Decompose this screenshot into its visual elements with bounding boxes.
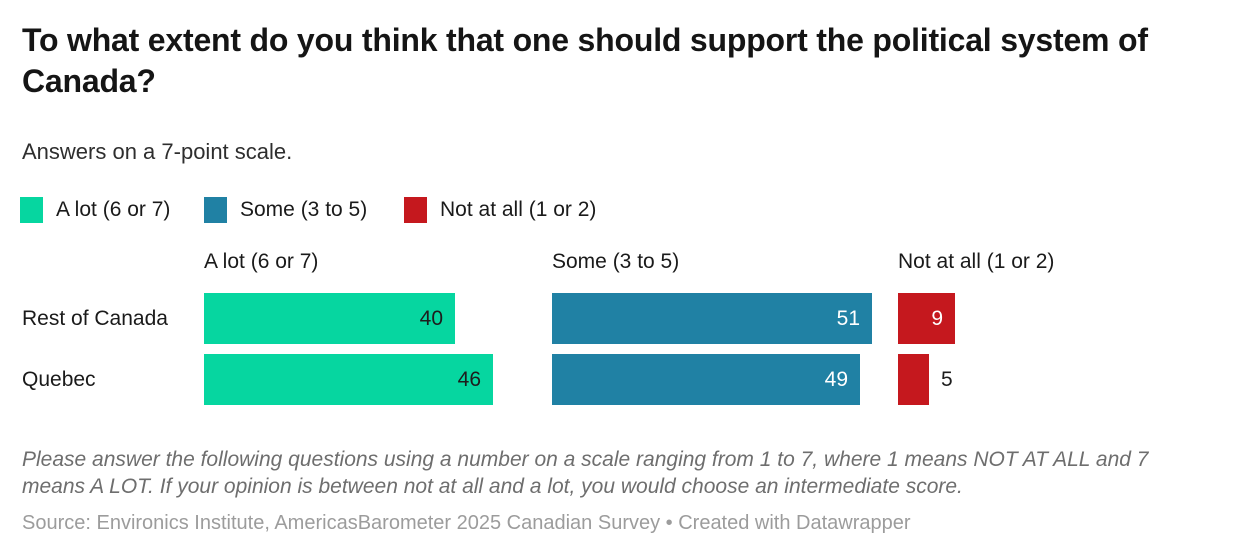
legend-item: Some (3 to 5) — [204, 197, 367, 223]
bar: 46 — [204, 354, 493, 405]
row-label: Rest of Canada — [22, 307, 168, 330]
bar: 49 — [552, 354, 860, 405]
legend-swatch — [204, 197, 227, 223]
legend-label: A lot (6 or 7) — [56, 198, 171, 221]
footnote: Please answer the following questions us… — [22, 448, 1149, 498]
row-label: Quebec — [22, 368, 96, 391]
legend-item: Not at all (1 or 2) — [404, 197, 596, 223]
bar: 51 — [552, 293, 872, 344]
chart-title: To what extent do you think that one sho… — [22, 22, 1148, 99]
legend-label: Some (3 to 5) — [240, 198, 368, 221]
bar: 40 — [204, 293, 455, 344]
bar: 9 — [898, 293, 955, 344]
legend: A lot (6 or 7) Some (3 to 5) Not at all (1… — [0, 197, 1240, 225]
column-header: Not at all (1 or 2) — [898, 250, 1055, 273]
bar-value-label: 5 — [941, 368, 953, 391]
legend-swatch — [404, 197, 427, 223]
column-header: A lot (6 or 7) — [204, 250, 319, 273]
bar — [898, 354, 929, 405]
chart-subtitle: Answers on a 7-point scale. — [22, 139, 293, 164]
column-header: Some (3 to 5) — [552, 250, 680, 273]
legend-item: A lot (6 or 7) — [20, 197, 170, 223]
source-line: Source: Environics Institute, AmericasBa… — [22, 512, 911, 534]
legend-label: Not at all (1 or 2) — [440, 198, 597, 221]
legend-swatch — [20, 197, 43, 223]
